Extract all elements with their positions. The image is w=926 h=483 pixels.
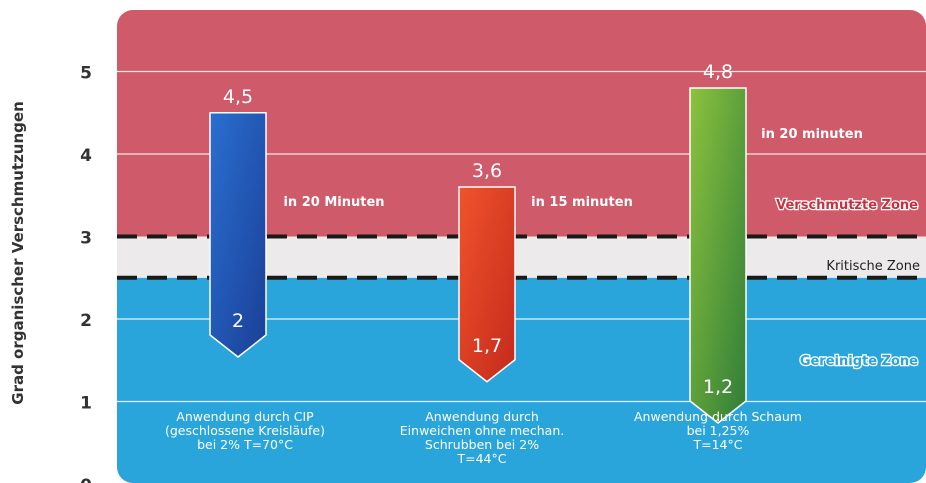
category-labels: Anwendung durch CIP(geschlossene Kreislä… (165, 409, 802, 466)
bar-arrow-1 (209, 112, 267, 358)
bar-duration-label: in 20 Minuten (283, 195, 384, 210)
y-axis-ticks: 0 1 2 3 4 5 (80, 64, 92, 483)
zone-label-dirty: Verschmutzte Zone (776, 198, 918, 213)
category-label-line: Einweichen ohne mechan. (400, 423, 564, 438)
zone-labels: Verschmutzte Zone Kritische Zone Gereinigt… (775, 197, 920, 371)
y-tick-label: 4 (80, 146, 92, 166)
category-label-line: Anwendung durch Schaum (634, 409, 802, 424)
category-label-line: T=14°C (693, 437, 743, 452)
y-tick-label: 3 (80, 229, 92, 249)
bar-arrow-2 (458, 186, 516, 383)
category-label-line: Schrubben bei 2% (425, 437, 539, 452)
category-label-line: Anwendung durch CIP (176, 409, 314, 424)
bar-duration-label: in 15 minuten (531, 195, 633, 210)
bar-end-label: 1,7 (472, 335, 502, 357)
category-label-line: bei 2% T=70°C (197, 437, 293, 452)
category-label-line: T=44°C (457, 451, 507, 466)
y-tick-label: 2 (80, 311, 92, 331)
category-label-line: (geschlossene Kreisläufe) (165, 423, 325, 438)
bar-arrow-3 (689, 87, 747, 424)
category-label-line: Anwendung durch (425, 409, 539, 424)
y-tick-label: 5 (80, 64, 92, 84)
category-label-line: bei 1,25% (687, 423, 750, 438)
bar-duration-label: in 20 minuten (761, 127, 863, 142)
bar-start-label: 4,8 (703, 61, 733, 83)
bar-end-label: 1,2 (703, 376, 733, 398)
bar-start-label: 3,6 (472, 160, 502, 182)
y-tick-label: 0 (80, 476, 92, 483)
bar-end-label: 2 (232, 310, 244, 332)
bar-start-label: 4,5 (223, 86, 253, 108)
zone-label-clean: Gereinigte Zone (800, 354, 918, 369)
y-tick-label: 1 (80, 394, 92, 414)
zone-label-critical: Kritische Zone (826, 259, 920, 274)
bars: 4,5 2 in 20 Minuten 3,6 1,7 in 15 minuten 4,8 1… (209, 61, 863, 424)
y-axis-label: Grad organischer Verschmutzungen (9, 101, 27, 404)
